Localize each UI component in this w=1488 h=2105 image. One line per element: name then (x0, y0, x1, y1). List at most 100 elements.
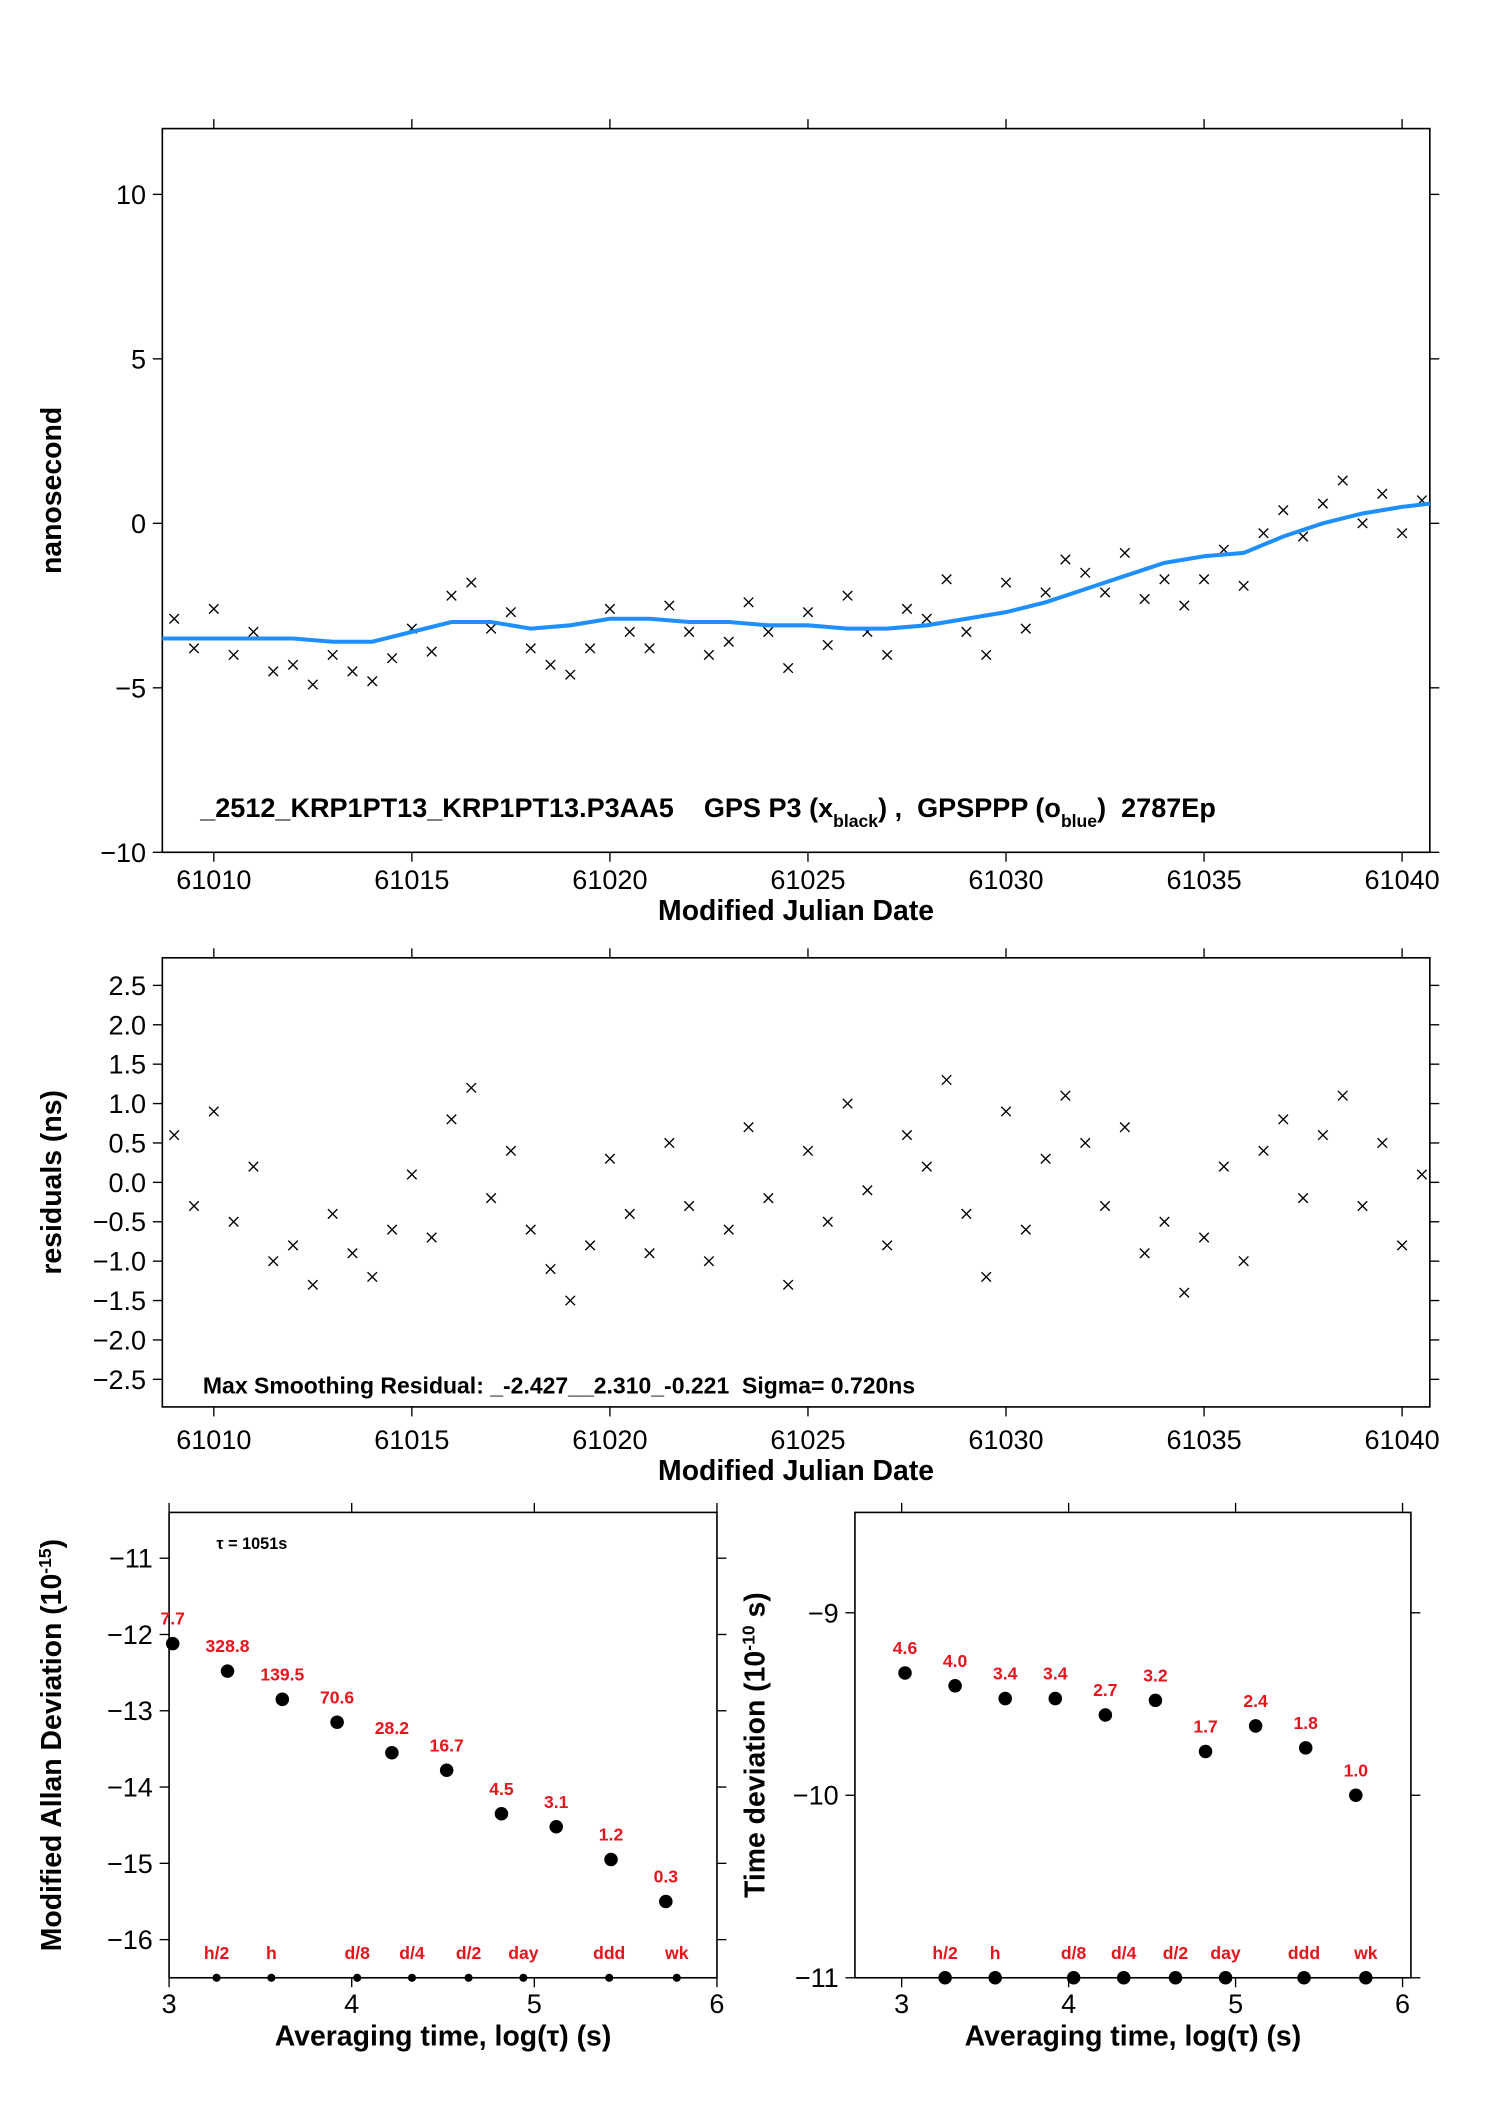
text-part: Modified Allan Deviation (10 (36, 1574, 68, 1952)
y-tick-label: −11 (109, 1544, 153, 1574)
data-point (386, 1224, 398, 1235)
data-point (1349, 1788, 1363, 1803)
data-point (1148, 1693, 1163, 1708)
data-point (703, 1255, 715, 1267)
data-point (1099, 1200, 1111, 1212)
data-point (426, 1232, 437, 1243)
annotation: _2512_KRP1PT13_KRP1PT13.P3AA5 GPS P3 (xb… (199, 793, 1216, 831)
y-tick-label: −10 (793, 1781, 839, 1811)
y-tick-label: −14 (107, 1773, 153, 1803)
x-tick-label: 6 (1395, 1989, 1410, 2019)
y-tick-label: −1.0 (93, 1247, 146, 1277)
data-point (802, 1145, 814, 1157)
data-point (446, 590, 457, 601)
data-point (948, 1679, 962, 1693)
x-tick-label: 61030 (968, 1425, 1043, 1455)
data-point (1179, 600, 1190, 611)
data-point (268, 666, 279, 677)
data-point (1119, 547, 1131, 559)
text-part: Time deviation (10 (739, 1651, 771, 1898)
data-point (1317, 1129, 1329, 1141)
data-point (1020, 623, 1032, 634)
data-point (1000, 1106, 1012, 1117)
data-point (743, 1121, 754, 1133)
point-label: wk (664, 1943, 689, 1963)
data-point (1080, 567, 1091, 578)
y-tick-label: −12 (107, 1620, 153, 1650)
data-point (921, 1161, 933, 1172)
data-point (842, 590, 853, 601)
data-point (604, 603, 616, 615)
data-point (822, 1216, 833, 1227)
point-label: 1.8 (1293, 1713, 1318, 1733)
data-point (275, 1692, 290, 1707)
y-tick-label: −15 (107, 1849, 153, 1879)
y-tick-label: −16 (107, 1925, 153, 1955)
data-point (466, 577, 477, 588)
point-label: 2.7 (1093, 1680, 1117, 1700)
data-point (763, 626, 774, 638)
point-label: ddd (1288, 1943, 1320, 1963)
data-point (367, 1271, 378, 1283)
point-label: h (990, 1943, 1001, 1963)
point-label: 139.5 (260, 1664, 304, 1684)
data-point (1278, 504, 1289, 516)
point-label: 3.4 (993, 1664, 1018, 1684)
data-point (664, 600, 675, 611)
data-point (505, 1145, 517, 1157)
data-point (941, 1074, 952, 1086)
data-point (605, 1973, 614, 1982)
data-point (464, 1973, 473, 1982)
data-point (822, 639, 833, 651)
data-point (385, 1745, 399, 1760)
y-axis-title: nanosecond (36, 407, 68, 574)
data-point (466, 1082, 477, 1094)
point-label: 28.2 (375, 1718, 409, 1738)
x-tick-label: 3 (894, 1989, 909, 2019)
point-label: 1.7 (1193, 1717, 1217, 1737)
data-point (1297, 1971, 1311, 1985)
data-point (208, 603, 220, 615)
data-point (898, 1666, 912, 1680)
data-point (1218, 1971, 1233, 1985)
data-point (683, 1200, 695, 1212)
data-point (1099, 587, 1111, 598)
point-label: 0.3 (654, 1867, 679, 1887)
data-point (604, 1852, 618, 1867)
data-point (1139, 593, 1150, 605)
point-label: d/4 (1111, 1943, 1137, 1963)
data-point (248, 1161, 259, 1172)
data-point (168, 613, 180, 624)
data-point (1060, 554, 1071, 565)
point-label: 4.6 (893, 1638, 918, 1658)
data-point (1258, 1145, 1269, 1157)
data-point (188, 1200, 200, 1212)
x-tick-label: 5 (1228, 1989, 1243, 2019)
point-label: 1.2 (599, 1825, 624, 1845)
data-point (1258, 527, 1269, 539)
data-point (624, 626, 635, 638)
x-tick-label: 61025 (770, 1425, 845, 1455)
y-tick-label: −9 (808, 1598, 839, 1628)
data-point (881, 1240, 893, 1251)
data-point (659, 1894, 673, 1909)
y-tick-label: −2.0 (93, 1325, 146, 1355)
data-point (802, 606, 814, 618)
text-part: black (833, 811, 878, 831)
x-tick-label: 61010 (176, 865, 251, 895)
data-point (220, 1664, 235, 1678)
data-point (248, 626, 259, 638)
data-point (287, 1240, 299, 1251)
data-point (307, 679, 319, 690)
plot-frame (161, 127, 1431, 854)
point-label: ddd (593, 1943, 625, 1963)
data-point (168, 1129, 180, 1141)
point-label: d/2 (1163, 1943, 1189, 1963)
data-point (1297, 1192, 1309, 1204)
y-tick-label: 2.5 (108, 971, 146, 1001)
data-point (549, 1819, 564, 1834)
y-tick-label: 10 (116, 180, 146, 210)
data-point (407, 1973, 417, 1982)
data-point (998, 1691, 1012, 1706)
